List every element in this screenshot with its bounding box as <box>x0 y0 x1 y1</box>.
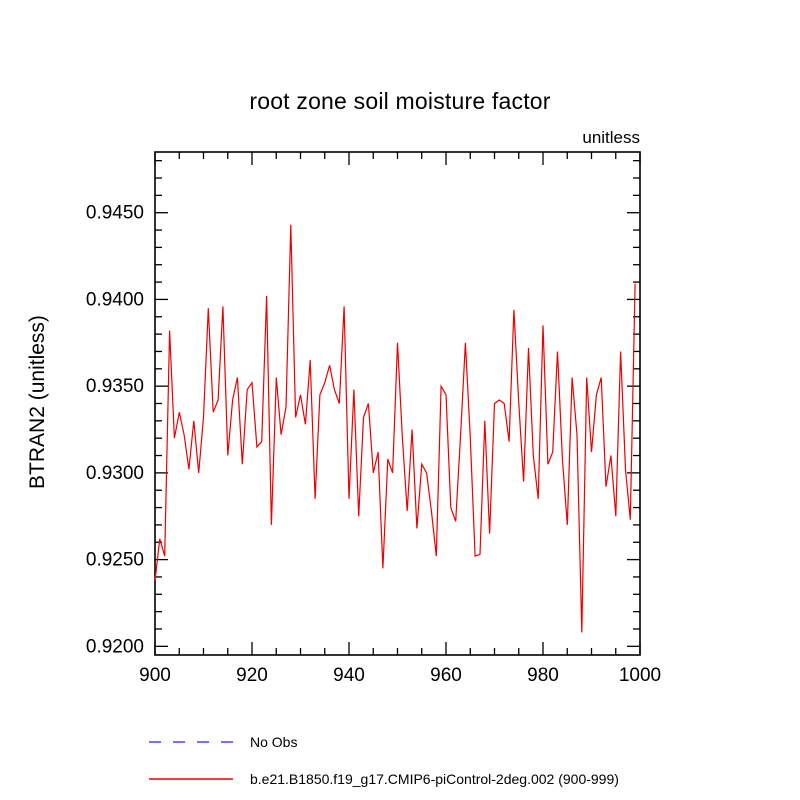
y-tick-label: 0.9350 <box>86 376 144 397</box>
legend-line-sample <box>149 778 233 780</box>
data-line <box>154 224 636 633</box>
y-tick-label: 0.9450 <box>86 203 144 224</box>
x-tick-label: 920 <box>236 665 268 686</box>
chart-title: root zone soil moisture factor <box>249 88 551 114</box>
legend-item: b.e21.B1850.f19_g17.CMIP6-piControl-2deg… <box>148 771 619 787</box>
legend-item: No Obs <box>148 734 619 750</box>
x-tick-label: 900 <box>139 665 171 686</box>
legend-label: b.e21.B1850.f19_g17.CMIP6-piControl-2deg… <box>250 771 619 787</box>
x-tick-label: 960 <box>430 665 462 686</box>
legend-label: No Obs <box>250 734 298 750</box>
y-tick-label: 0.9250 <box>86 550 144 571</box>
x-tick-label: 940 <box>333 665 365 686</box>
y-tick-label: 0.9200 <box>86 636 144 657</box>
legend: No Obs b.e21.B1850.f19_g17.CMIP6-piContro… <box>148 734 619 787</box>
x-tick-label: 1000 <box>619 665 661 686</box>
units-label: unitless <box>582 128 640 147</box>
y-tick-label: 0.9400 <box>86 289 144 310</box>
x-tick-label: 980 <box>527 665 559 686</box>
legend-line-sample <box>149 741 233 743</box>
y-tick-label: 0.9300 <box>86 463 144 484</box>
